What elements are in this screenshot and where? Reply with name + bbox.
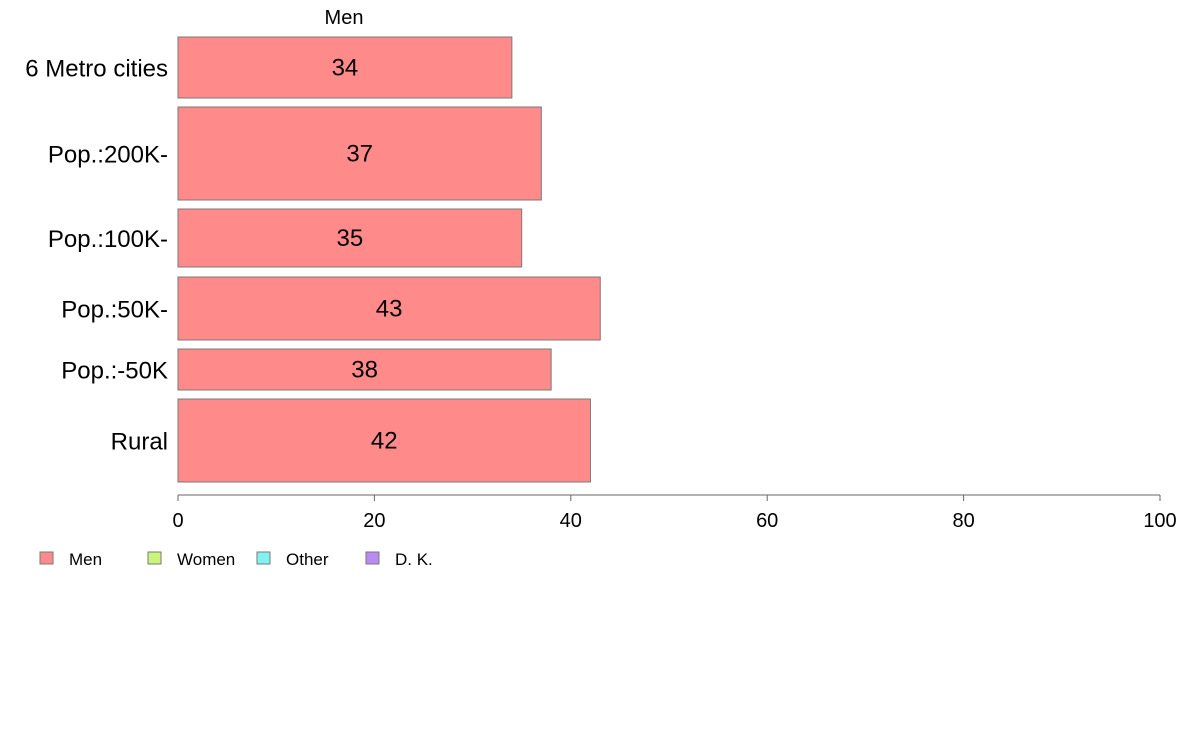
x-tick-label: 20 <box>363 510 385 532</box>
bar-data-label: 34 <box>332 55 359 82</box>
category-label: Pop.:100K- <box>48 226 168 253</box>
legend-item: Other <box>256 550 329 569</box>
bar-data-label: 38 <box>351 357 378 384</box>
legend-item: Men <box>39 550 102 569</box>
category-label: Pop.:-50K <box>61 358 168 385</box>
bar-data-label: 37 <box>346 141 373 168</box>
category-label: 6 Metro cities <box>25 56 168 83</box>
bar <box>177 36 513 99</box>
category-label: Pop.:50K- <box>61 297 168 324</box>
legend-swatch <box>147 551 162 565</box>
x-tick-label: 60 <box>756 510 778 532</box>
bars-group: 34 6 Metro cities 37 Pop.:200K- 35 Pop.:100K-… <box>25 36 601 483</box>
x-axis: 0 20 40 60 80 100 <box>172 494 1177 532</box>
legend-swatch <box>39 551 54 565</box>
bar <box>177 106 542 201</box>
x-tick-label: 80 <box>952 510 974 532</box>
legend-label: Women <box>177 550 235 569</box>
x-tick-label: 100 <box>1143 510 1176 532</box>
category-label: Rural <box>111 429 168 456</box>
x-tick-label: 40 <box>560 510 582 532</box>
legend-swatch <box>365 551 380 565</box>
legend-label: Men <box>69 550 102 569</box>
bar-data-label: 35 <box>336 225 363 252</box>
bar <box>177 276 601 341</box>
x-tick-label: 0 <box>172 510 183 532</box>
series-header-label: Men <box>325 7 364 29</box>
legend-item: D. K. <box>365 550 433 569</box>
legend: Men Women Other D. K. <box>39 550 433 569</box>
legend-item: Women <box>147 550 235 569</box>
bar <box>177 208 523 268</box>
bar-data-label: 43 <box>376 296 403 323</box>
bar <box>177 398 591 483</box>
legend-label: D. K. <box>395 550 433 569</box>
legend-swatch <box>256 551 271 565</box>
bar-data-label: 42 <box>371 428 398 455</box>
legend-label: Other <box>286 550 329 569</box>
bar <box>177 348 552 391</box>
category-label: Pop.:200K- <box>48 142 168 169</box>
